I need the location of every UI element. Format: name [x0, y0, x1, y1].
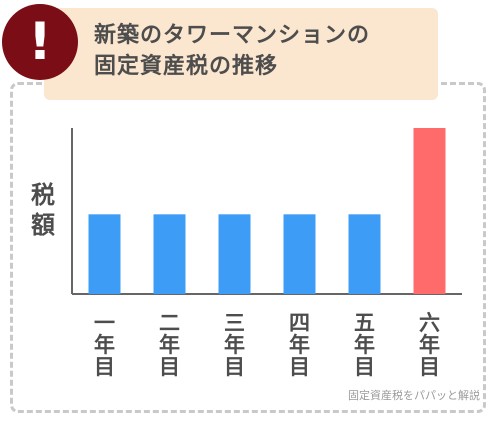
y-axis-label: 税額 [31, 181, 55, 239]
title-line-1: 新築のタワーマンションの [94, 23, 371, 48]
x-tick-label-2: 二年目 [159, 311, 180, 379]
bar-2 [153, 214, 186, 294]
x-tick-label-5: 五年目 [354, 311, 375, 379]
bar-3 [218, 214, 251, 294]
title-line-2: 固定資産税の推移 [94, 54, 279, 79]
x-tick-label-1: 一年目 [94, 311, 115, 379]
title-banner [44, 8, 438, 100]
watermark: 固定資産税をパパッと解説 [348, 389, 480, 402]
x-tick-label-3: 三年目 [224, 311, 245, 379]
exclamation-icon: ! [2, 4, 78, 80]
x-tick-label-6: 六年目 [419, 311, 440, 379]
exclamation-mark: ! [28, 12, 52, 72]
bar-4 [283, 214, 316, 294]
page-title: 新築のタワーマンションの 固定資産税の推移 [94, 20, 370, 82]
bar-5 [348, 214, 381, 294]
bar-1 [88, 214, 121, 294]
x-tick-label-4: 四年目 [289, 311, 310, 379]
bar-6 [413, 128, 446, 294]
